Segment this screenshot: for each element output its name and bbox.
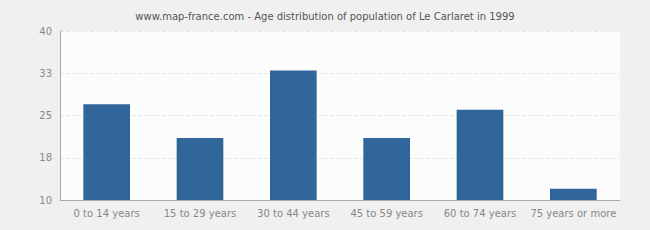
svg-text:15 to 29 years: 15 to 29 years (164, 208, 237, 219)
svg-text:45 to 59 years: 45 to 59 years (350, 208, 423, 219)
svg-text:25: 25 (39, 110, 52, 121)
svg-text:18: 18 (39, 152, 52, 163)
svg-text:30 to 44 years: 30 to 44 years (257, 208, 330, 219)
svg-text:10: 10 (39, 195, 52, 206)
svg-text:60 to 74 years: 60 to 74 years (444, 208, 517, 219)
svg-text:33: 33 (39, 68, 52, 79)
svg-text:0 to 14 years: 0 to 14 years (74, 208, 140, 219)
svg-text:40: 40 (39, 26, 52, 37)
svg-text:75 years or more: 75 years or more (530, 208, 616, 219)
svg-text:www.map-france.com - Age distr: www.map-france.com - Age distribution of… (135, 11, 514, 22)
